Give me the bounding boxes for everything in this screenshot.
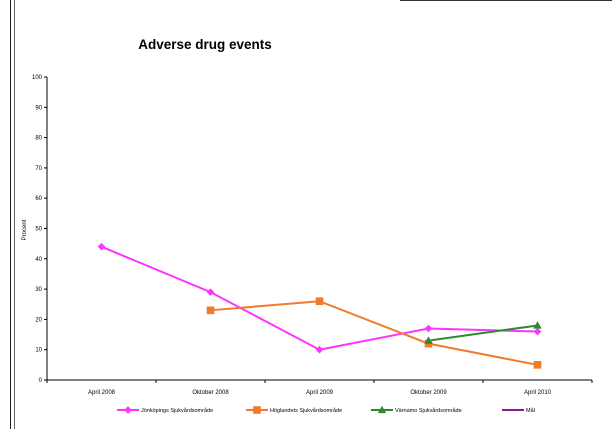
data-point-series-0 <box>424 324 433 333</box>
y-tick-label: 30 <box>35 287 42 293</box>
y-tick-label: 70 <box>35 166 42 172</box>
legend-label-0: Jönköpings Sjukvårdsområde <box>141 407 213 414</box>
legend-swatch-marker-0 <box>124 406 132 414</box>
data-point-series-0 <box>533 327 542 336</box>
data-point-series-1 <box>315 297 324 306</box>
data-point-series-1 <box>533 361 542 369</box>
data-point-series-2 <box>533 321 542 329</box>
series-line-1 <box>210 300 538 366</box>
y-tick-label: 0 <box>39 378 43 384</box>
data-point-series-1 <box>206 306 215 315</box>
left-border-line <box>10 0 11 429</box>
y-tick-label: 10 <box>35 348 42 354</box>
y-tick-label: 50 <box>35 227 42 233</box>
top-border-line <box>400 0 612 1</box>
y-tick-label: 40 <box>35 257 42 263</box>
x-tick-label: April 2009 <box>306 390 334 396</box>
x-tick-label: Oktober 2009 <box>410 390 447 396</box>
legend-label-1: Höglandets Sjukvårdsområde <box>270 407 342 414</box>
series-line-2 <box>428 324 538 342</box>
data-point-series-2 <box>424 336 433 344</box>
data-point-series-0 <box>206 288 215 296</box>
y-tick-label: 20 <box>35 317 42 323</box>
legend: Jönköpings Sjukvårdsområde Höglandets Sju… <box>117 405 535 414</box>
data-point-series-0 <box>97 242 106 251</box>
y-tick-label: 80 <box>35 136 42 142</box>
series-markers <box>97 242 542 369</box>
legend-label-3: Mål <box>526 407 535 414</box>
axes <box>46 77 592 381</box>
y-tick-label: 60 <box>35 196 42 202</box>
legend-swatch-marker-2 <box>377 405 387 414</box>
y-tick-label: 90 <box>35 105 42 111</box>
x-axis-ticks: April 2008 Oktober 2008 April 2009 Oktober … <box>46 380 593 396</box>
chart-title: Adverse drug events <box>138 37 272 52</box>
y-axis-ticks: 0 10 20 30 40 50 60 70 80 90 100 <box>32 75 47 384</box>
x-tick-label: Oktober 2008 <box>192 390 229 396</box>
y-axis-title: Procent <box>22 219 28 240</box>
legend-swatch-marker-1 <box>253 406 261 414</box>
y-tick-label: 100 <box>32 75 43 81</box>
x-tick-label: April 2010 <box>524 390 552 396</box>
x-tick-label: April 2008 <box>88 390 116 396</box>
data-point-series-0 <box>315 345 324 354</box>
legend-label-2: Värnamo Sjukvårdsområde <box>395 407 462 414</box>
left-border-line-inner <box>14 0 15 429</box>
